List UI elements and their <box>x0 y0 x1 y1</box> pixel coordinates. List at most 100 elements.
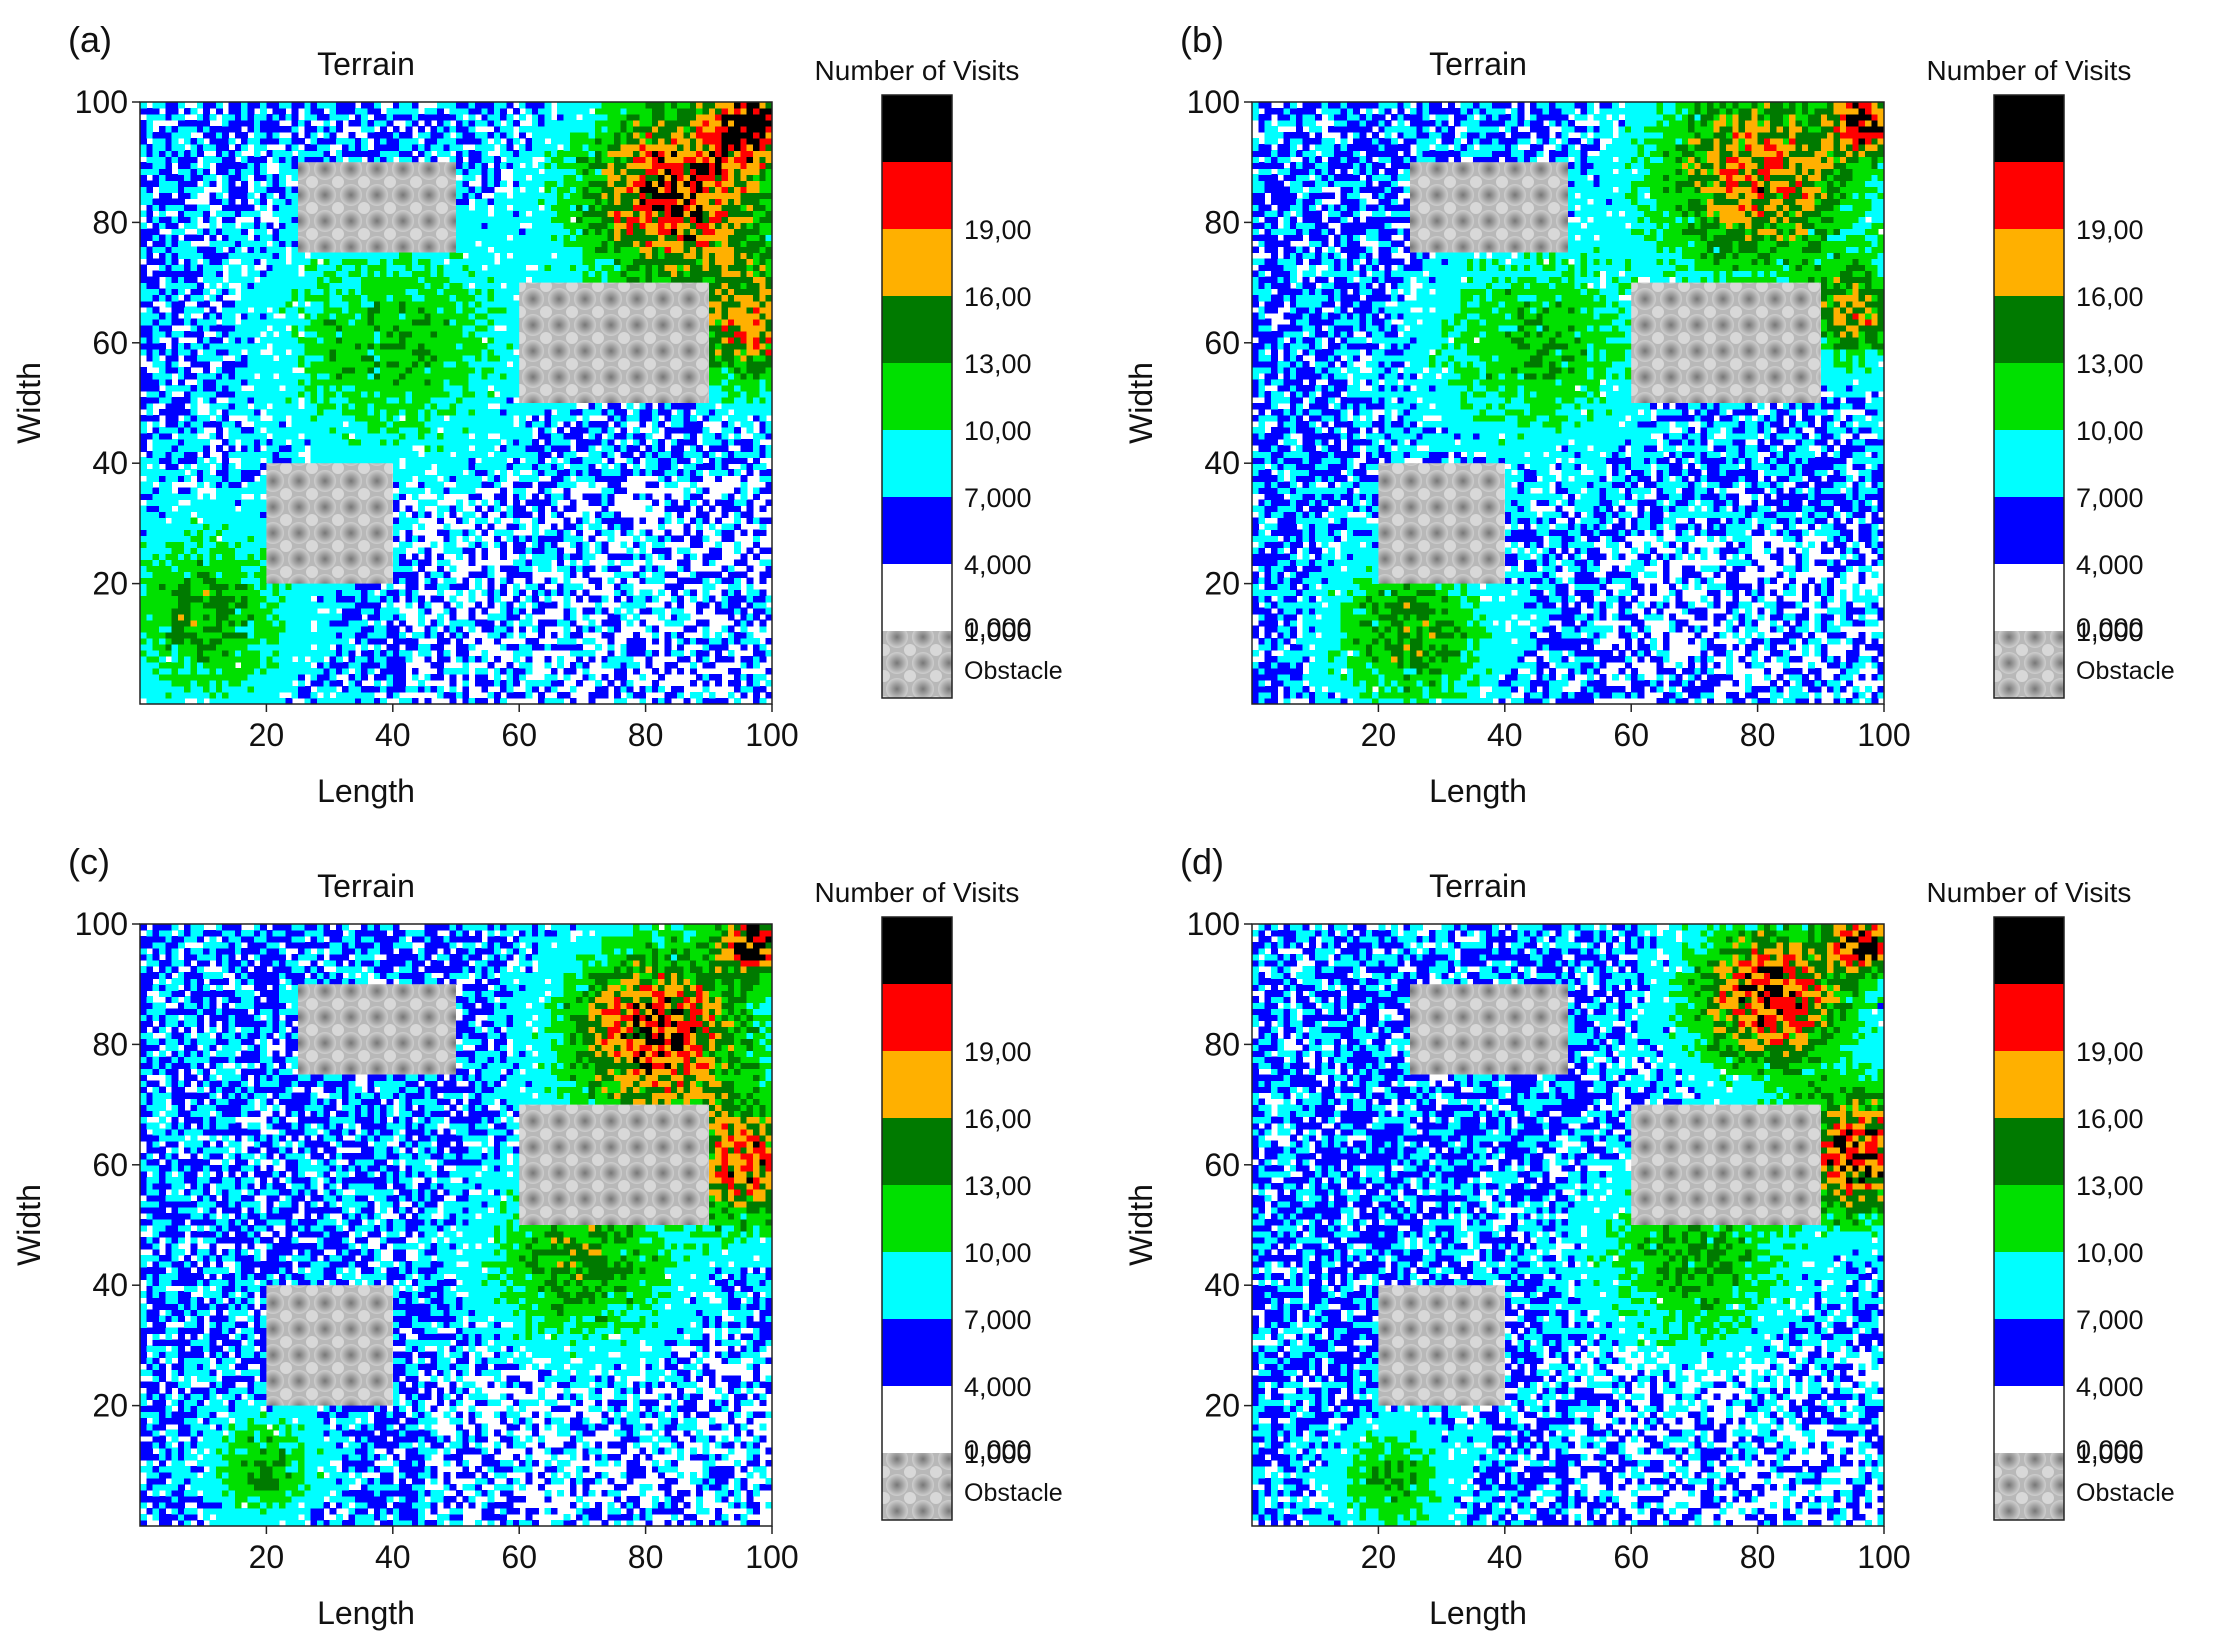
heatmap-cell <box>291 318 299 326</box>
heatmap-cell <box>165 300 173 308</box>
heatmap-cell <box>734 667 741 675</box>
heatmap-cell <box>354 378 362 386</box>
heatmap-cell <box>525 685 533 693</box>
heatmap-cell <box>639 619 647 627</box>
heatmap-cell <box>525 661 533 669</box>
heatmap-cell <box>708 336 716 344</box>
heatmap-cell <box>215 691 223 699</box>
heatmap-cell <box>544 643 552 651</box>
heatmap-cell <box>165 493 173 500</box>
heatmap-cell <box>715 415 723 422</box>
heatmap-cell <box>177 348 185 356</box>
heatmap-cell <box>158 631 166 639</box>
heatmap-cell <box>152 583 160 591</box>
heatmap-cell <box>481 451 489 458</box>
heatmap-cell <box>481 517 489 524</box>
heatmap-cell <box>152 493 160 500</box>
heatmap-cell <box>405 427 413 434</box>
heatmap-cell <box>500 667 508 675</box>
heatmap-cell <box>241 433 249 440</box>
heatmap-cell <box>165 619 173 627</box>
heatmap-cell <box>746 673 754 681</box>
heatmap-cell <box>253 433 261 440</box>
heatmap-cell <box>487 505 495 512</box>
heatmap-cell <box>386 372 394 380</box>
heatmap-cell <box>474 270 482 278</box>
heatmap-cell <box>696 409 704 416</box>
heatmap-cell <box>323 661 331 669</box>
heatmap-cell <box>399 366 407 374</box>
heatmap-cell <box>418 427 425 434</box>
heatmap-cell <box>405 535 413 543</box>
heatmap-cell <box>557 511 565 518</box>
heatmap-cell <box>563 667 571 675</box>
heatmap-cell <box>424 348 432 356</box>
heatmap-cell <box>582 258 590 266</box>
heatmap-cell <box>272 282 280 290</box>
heatmap-cell <box>734 300 741 308</box>
heatmap-cell <box>683 559 691 567</box>
heatmap-cell <box>215 583 223 591</box>
heatmap-cell <box>727 415 735 422</box>
heatmap-cell <box>424 312 432 320</box>
heatmap-cell <box>727 571 735 579</box>
heatmap-cell <box>203 336 211 344</box>
heatmap-cell <box>215 511 223 518</box>
heatmap-cell <box>386 409 394 416</box>
heatmap-cell <box>140 577 147 585</box>
heatmap-cell <box>721 378 729 386</box>
heatmap-cell <box>500 348 508 356</box>
heatmap-cell <box>291 445 299 452</box>
heatmap-cell <box>285 282 293 290</box>
heatmap-cell <box>437 673 444 681</box>
heatmap-cell <box>279 282 286 290</box>
heatmap-cell <box>702 415 710 422</box>
heatmap-cell <box>177 547 185 555</box>
heatmap-cell <box>531 559 539 567</box>
heatmap-cell <box>531 595 539 603</box>
heatmap-cell <box>430 643 438 651</box>
heatmap-cell <box>222 312 230 320</box>
heatmap-cell <box>740 396 748 404</box>
heatmap-cell <box>708 348 716 356</box>
heatmap-cell <box>614 553 621 561</box>
heatmap-cell <box>531 499 539 506</box>
heatmap-cell <box>361 583 369 591</box>
heatmap-cell <box>430 354 438 362</box>
heatmap-cell <box>696 649 704 657</box>
heatmap-cell <box>418 565 425 573</box>
heatmap-cell <box>203 421 211 428</box>
heatmap-cell <box>456 439 463 446</box>
heatmap-cell <box>525 439 533 446</box>
heatmap-cell <box>708 451 716 458</box>
heatmap-cell <box>538 619 546 627</box>
heatmap-cell <box>721 288 729 296</box>
heatmap-cell <box>234 276 242 284</box>
heatmap-cell <box>411 300 419 308</box>
heatmap-cell <box>361 264 369 272</box>
heatmap-cell <box>418 595 425 603</box>
heatmap-cell <box>361 697 369 705</box>
heatmap-cell <box>746 421 754 428</box>
heatmap-cell <box>696 571 704 579</box>
heatmap-cell <box>285 655 293 663</box>
heatmap-cell <box>437 300 444 308</box>
heatmap-cell <box>765 679 773 687</box>
heatmap-cell <box>651 547 659 555</box>
heatmap-cell <box>418 649 425 657</box>
heatmap-cell <box>392 348 400 356</box>
heatmap-cell <box>424 631 432 639</box>
heatmap-cell <box>392 661 400 669</box>
heatmap-cell <box>380 264 388 272</box>
heatmap-cell <box>727 390 735 398</box>
heatmap-cell <box>222 384 230 392</box>
heatmap-cell <box>196 318 204 326</box>
heatmap-cell <box>367 300 375 308</box>
heatmap-cell <box>424 409 432 416</box>
heatmap-cell <box>664 631 672 639</box>
heatmap-cell <box>765 270 773 278</box>
heatmap-cell <box>260 294 267 302</box>
heatmap-cell <box>626 517 634 524</box>
heatmap-cell <box>468 409 476 416</box>
heatmap-cell <box>228 643 236 651</box>
